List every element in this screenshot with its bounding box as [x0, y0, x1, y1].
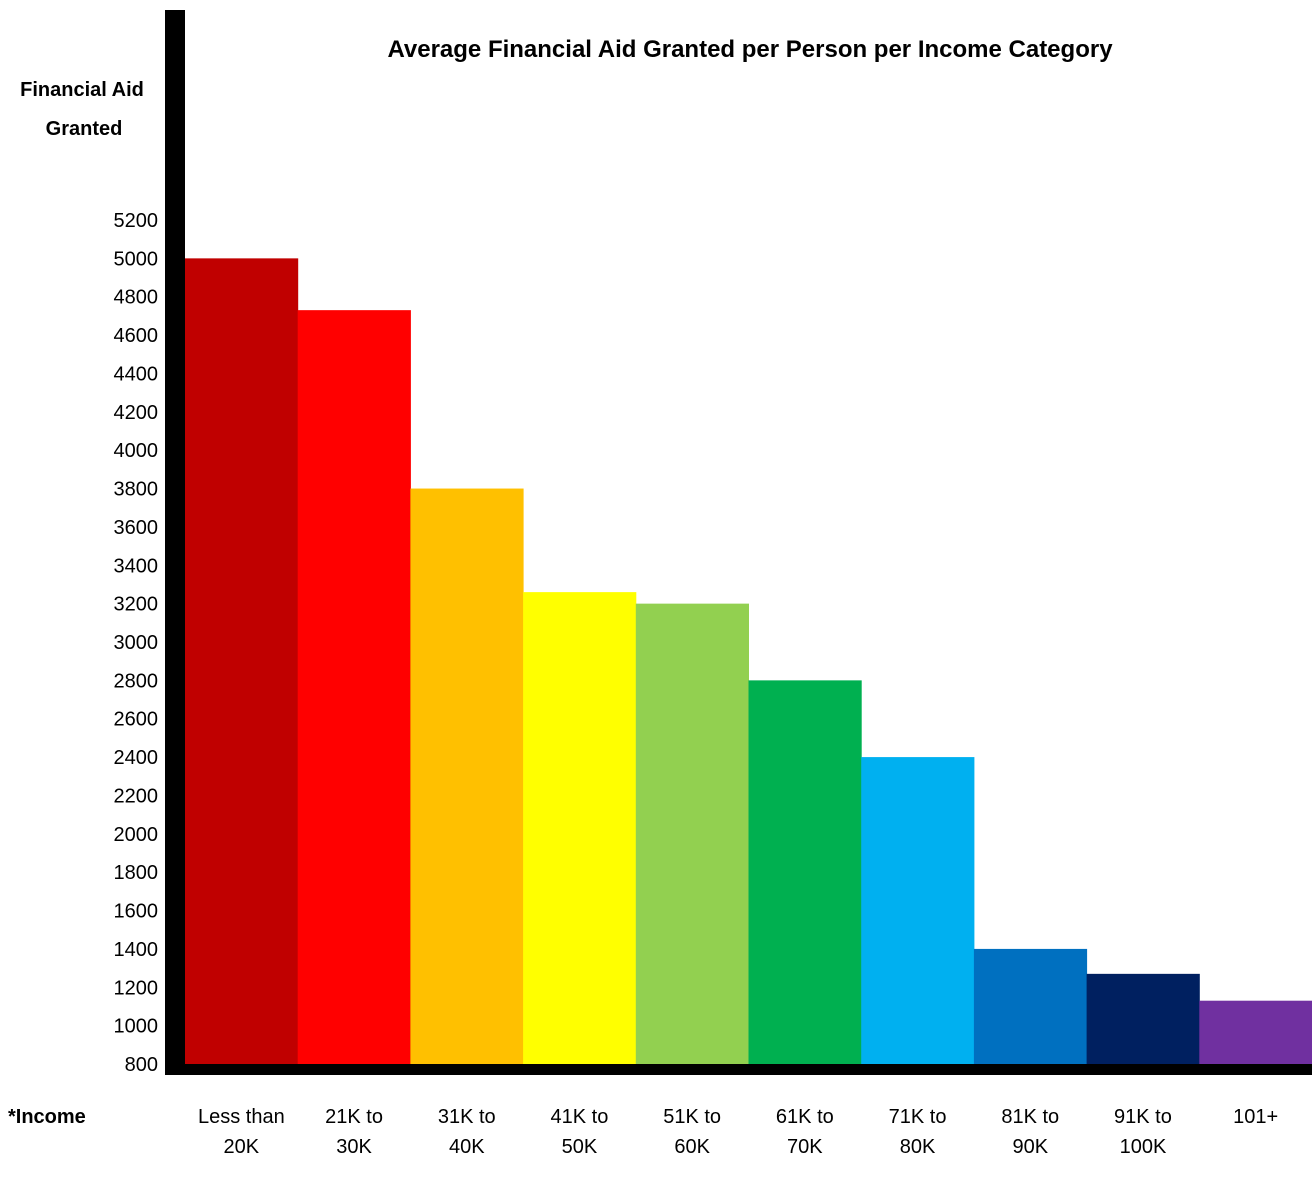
y-tick-label: 3600 [114, 517, 159, 539]
chart-title: Average Financial Aid Granted per Person… [387, 36, 1113, 63]
bar-10 [1199, 1000, 1312, 1064]
y-tick-label: 4000 [114, 440, 159, 462]
x-tick-label: 81K to [1001, 1106, 1059, 1128]
x-tick-label: 101+ [1233, 1106, 1278, 1128]
y-tick-label: 4200 [114, 402, 159, 424]
bar-9 [1086, 973, 1200, 1064]
y-tick-label: 3400 [114, 555, 159, 577]
y-tick-label: 1200 [114, 977, 159, 999]
y-tick-label: 2400 [114, 747, 159, 769]
bars-group [185, 258, 1312, 1065]
bar-3 [410, 488, 524, 1065]
x-tick-label: 40K [449, 1136, 485, 1158]
y-tick-label: 5000 [114, 248, 159, 270]
y-tick-label: 2200 [114, 785, 159, 807]
y-tick-label: 1800 [114, 862, 159, 884]
x-tick-label: 60K [674, 1136, 710, 1158]
x-tick-label: 71K to [889, 1106, 947, 1128]
x-tick-label: 91K to [1114, 1106, 1172, 1128]
y-tick-label: 4800 [114, 287, 159, 309]
x-tick-label: 50K [562, 1136, 598, 1158]
bar-8 [973, 948, 1088, 1064]
bar-2 [297, 310, 411, 1064]
y-tick-label: 3800 [114, 479, 159, 501]
y-tick-label: 3000 [114, 632, 159, 654]
y-tick-label: 1000 [114, 1016, 159, 1038]
y-axis-line [165, 10, 185, 1074]
x-tick-label: 51K to [663, 1106, 721, 1128]
x-tick-label: 30K [336, 1136, 372, 1158]
x-tick-label: 80K [900, 1136, 936, 1158]
x-tick-label: 70K [787, 1136, 823, 1158]
y-tick-label: 1400 [114, 939, 159, 961]
x-tick-label: Less than [198, 1106, 285, 1128]
x-tick-label: 41K to [551, 1106, 609, 1128]
y-axis-label-line-1: Financial Aid [20, 79, 144, 101]
y-tick-label: 3200 [114, 594, 159, 616]
y-tick-label: 2000 [114, 824, 159, 846]
x-axis-line [165, 1064, 1312, 1075]
y-tick-label: 4600 [114, 325, 159, 347]
y-tick-label: 4400 [114, 363, 159, 385]
x-tick-label: 100K [1120, 1136, 1167, 1158]
y-tick-label: 800 [125, 1054, 158, 1076]
x-tick-label: 20K [224, 1136, 260, 1158]
y-tick-label: 1600 [114, 901, 159, 923]
x-tick-label: 61K to [776, 1106, 834, 1128]
y-tick-label: 2800 [114, 670, 159, 692]
bar-1 [185, 258, 299, 1064]
bar-7 [861, 757, 975, 1064]
bar-4 [523, 592, 637, 1064]
x-tick-labels: Less than 20K 21K to 30K 31K to 40K 41K to 50K 5… [198, 1106, 1278, 1158]
x-axis-label: *Income [8, 1106, 86, 1128]
y-tick-label: 2600 [114, 709, 159, 731]
y-tick-labels: 800 1000 1200 1400 1600 1800 2000 2200 2400 2600 2… [114, 210, 159, 1076]
y-axis-label-line-2: Granted [46, 118, 123, 140]
x-tick-label: 90K [1012, 1136, 1048, 1158]
bar-6 [748, 680, 862, 1064]
y-tick-label: 5200 [114, 210, 159, 232]
bar-5 [635, 603, 749, 1064]
x-tick-label: 31K to [438, 1106, 496, 1128]
x-tick-label: 21K to [325, 1106, 383, 1128]
